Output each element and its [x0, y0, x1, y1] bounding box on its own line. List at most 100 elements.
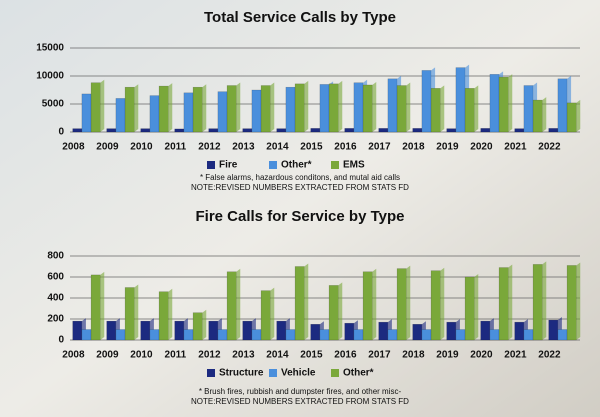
x-tick-label: 2017 [368, 350, 391, 361]
legend-label: Other* [281, 160, 312, 171]
bar-side [474, 274, 479, 340]
bar [548, 319, 559, 341]
bar [362, 84, 373, 133]
x-tick-label: 2018 [402, 350, 425, 361]
x-tick-label: 2010 [130, 142, 153, 153]
bar [217, 329, 228, 341]
chart-title: Fire Calls for Service by Type [196, 208, 405, 225]
bar [387, 329, 398, 341]
x-tick-label: 2014 [266, 350, 289, 361]
bar [183, 92, 194, 133]
y-tick-label: 10000 [36, 71, 64, 82]
bar [81, 329, 92, 341]
legend-swatch [331, 161, 339, 169]
bar [115, 329, 126, 341]
bar [378, 321, 389, 341]
bar [158, 291, 169, 341]
bar [464, 276, 475, 341]
x-tick-label: 2016 [334, 350, 357, 361]
bar [319, 84, 330, 133]
bar [480, 320, 491, 341]
bar-side [440, 85, 445, 132]
bar [192, 312, 203, 341]
note: NOTE:REVISED NUMBERS EXTRACTED FROM STAT… [191, 183, 409, 192]
note: NOTE:REVISED NUMBERS EXTRACTED FROM STAT… [191, 397, 409, 406]
bar [498, 76, 509, 133]
x-tick-label: 2020 [470, 142, 493, 153]
bar-side [168, 83, 173, 132]
bar [430, 88, 441, 133]
bar-side [134, 284, 139, 340]
y-tick-label: 15000 [36, 43, 64, 54]
bar [344, 322, 355, 341]
bar [412, 128, 423, 133]
chart-title: Total Service Calls by Type [204, 9, 396, 26]
bar [362, 271, 373, 341]
x-tick-label: 2008 [62, 142, 85, 153]
x-tick-label: 2015 [300, 350, 323, 361]
bar-side [236, 268, 241, 340]
bar [208, 128, 219, 133]
x-tick-label: 2012 [198, 142, 221, 153]
bar [353, 329, 364, 341]
x-tick-label: 2016 [334, 142, 357, 153]
y-tick-label: 0 [58, 127, 64, 138]
bar-side [406, 265, 411, 340]
y-tick-label: 200 [47, 314, 64, 325]
bar [566, 102, 577, 133]
bar [90, 82, 101, 133]
bar [149, 95, 160, 133]
bar [276, 320, 287, 341]
bar [319, 329, 330, 341]
y-tick-label: 600 [47, 272, 64, 283]
legend-label: Other* [343, 368, 374, 379]
bar [124, 86, 135, 133]
bar [208, 320, 219, 341]
bar [72, 128, 83, 133]
bar-side [542, 97, 547, 132]
bar-side [508, 74, 513, 132]
bar [446, 321, 457, 341]
bar [242, 320, 253, 341]
bar [532, 99, 543, 133]
bar-side [100, 271, 105, 340]
bar [285, 329, 296, 341]
x-tick-label: 2018 [402, 142, 425, 153]
bar [226, 271, 237, 341]
bar [328, 83, 339, 133]
bar [217, 91, 228, 133]
x-tick-label: 2009 [96, 350, 119, 361]
bar [251, 89, 262, 133]
bar [523, 329, 534, 341]
bar [115, 98, 126, 133]
legend-swatch [207, 161, 215, 169]
bar [242, 128, 253, 133]
bar [396, 85, 407, 133]
bar-side [542, 261, 547, 340]
bar [455, 329, 466, 341]
x-tick-label: 2014 [266, 142, 289, 153]
bar [387, 78, 398, 133]
bar [344, 128, 355, 133]
legend-label: Vehicle [281, 368, 316, 379]
bar [276, 128, 287, 133]
bar [149, 329, 160, 341]
x-tick-label: 2013 [232, 350, 255, 361]
bar [548, 128, 559, 133]
y-tick-label: 5000 [42, 99, 65, 110]
bar [72, 320, 83, 341]
x-tick-label: 2019 [436, 142, 459, 153]
y-tick-label: 0 [58, 335, 64, 346]
x-tick-label: 2022 [538, 350, 561, 361]
bar-side [100, 79, 105, 132]
bar-side [576, 262, 581, 340]
bar [106, 320, 117, 341]
bar [106, 128, 117, 133]
bar [489, 329, 500, 341]
bar [557, 78, 568, 133]
x-tick-label: 2009 [96, 142, 119, 153]
bar-side [202, 309, 207, 340]
